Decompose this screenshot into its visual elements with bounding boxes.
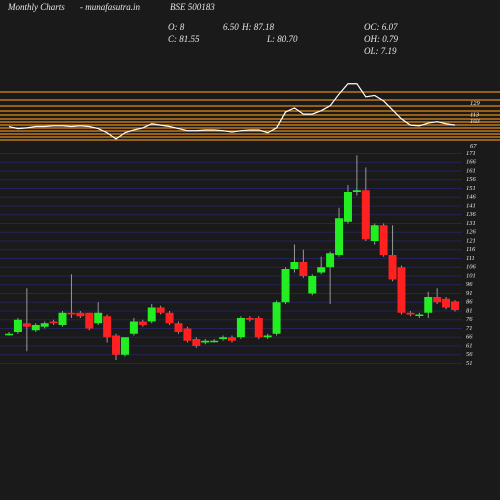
chart-period: Monthly Charts [7,2,65,12]
candle-body [201,340,210,343]
y-tick-label: 106 [466,264,477,271]
y-tick-label: 171 [466,150,476,157]
candle-body [156,307,165,313]
y-tick-label: 141 [466,202,476,209]
candle-body [22,323,31,327]
candle-body [112,335,121,355]
site-name: - munafasutra.in [80,2,141,12]
y-tick-label: 111 [466,255,475,262]
candle-body [129,321,138,334]
candle-body [379,225,388,255]
y-tick-label: 136 [466,211,477,218]
candle-body [219,337,228,339]
ol-label: OL: 7.19 [364,46,397,56]
y-tick-label: 101 [466,272,476,279]
candle-body [290,262,299,269]
candle-body [94,312,103,324]
candle-body [58,312,67,325]
candle-body [326,253,335,268]
candle-body [442,298,451,308]
oc-label: OC: 6.07 [364,22,398,32]
candle-body [5,333,13,336]
y-tick-label: 81 [466,307,473,314]
candle-body [192,339,201,346]
y-tick-label: 116 [466,246,476,253]
candle-body [103,316,112,338]
open-label-rest: 6.50 [223,22,239,32]
y-tick-label: 156 [466,176,477,183]
candle-body [165,312,174,324]
high-label: H: 87.18 [241,22,274,32]
candle-body [13,319,22,332]
candle-body [147,307,156,322]
candle-body [451,301,459,311]
y-tick-label: 66 [466,334,473,341]
indicator-line [8,83,456,140]
candle-body [31,325,40,331]
candle-body [415,314,424,316]
candle-body [317,267,326,273]
y-tick-label: 67 [470,143,477,150]
candle-body [370,225,379,241]
y-tick-label: 96 [466,281,473,288]
candle-body [49,321,58,324]
y-tick-label: 56 [466,351,473,358]
y-tick-label: 113 [470,111,480,118]
y-tick-label: 71 [466,325,473,332]
candle-body [352,190,361,192]
y-tick-label: 76 [466,316,473,323]
y-tick-label: 103 [470,118,481,125]
candle-body [183,328,192,341]
candle-body [397,267,406,313]
y-tick-label: 129 [470,100,481,107]
candle-body [40,323,49,327]
candle-body [254,318,263,338]
close-label: C: 81.55 [168,34,200,44]
candle-body [76,312,85,317]
y-tick-label: 151 [466,185,476,192]
y-tick-label: 161 [466,167,476,174]
candle-body [406,312,415,315]
candle-body [67,312,76,315]
candle-body [281,269,290,303]
y-tick-label: 166 [466,159,477,166]
y-tick-label: 61 [466,342,473,349]
low-label: L: 80.70 [266,34,298,44]
candle-body [308,276,317,294]
y-tick-label: 86 [466,299,473,306]
candle-body [343,192,352,222]
open-label: O: 8 [168,22,185,32]
candle-body [228,337,236,341]
y-tick-label: 126 [466,229,477,236]
candle-body [174,323,183,332]
y-tick-label: 51 [466,360,473,367]
candle-body [120,337,129,355]
candle-body [236,318,245,338]
candle-body [388,255,397,280]
y-tick-label: 146 [466,194,477,201]
candle-body [361,190,370,240]
candle-body [138,321,147,325]
candle-body [299,262,308,276]
candle-body [210,340,219,343]
candle-body [245,318,254,320]
candle-body [263,335,272,338]
candle-body [85,312,94,329]
candle-body [272,302,281,334]
symbol: BSE 500183 [170,2,215,12]
candle-body [335,218,344,255]
y-tick-label: 121 [466,237,476,244]
y-tick-label: 91 [466,290,473,297]
y-tick-label: 131 [466,220,476,227]
candle-body [424,297,433,313]
candle-body [433,297,442,303]
oh-label: OH: 0.79 [364,34,398,44]
